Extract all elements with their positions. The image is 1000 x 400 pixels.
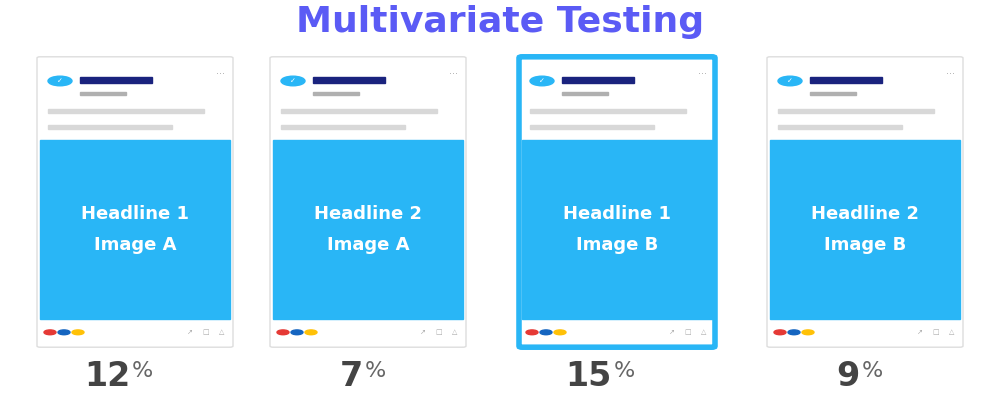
Text: Headline 1: Headline 1 xyxy=(563,205,671,223)
Bar xyxy=(48,125,172,128)
Bar xyxy=(530,125,654,128)
Circle shape xyxy=(291,330,303,335)
Text: Multivariate Testing: Multivariate Testing xyxy=(296,5,704,39)
Bar xyxy=(530,109,686,113)
Bar xyxy=(778,109,934,113)
Text: □: □ xyxy=(685,329,691,335)
Bar xyxy=(810,92,856,95)
Text: △: △ xyxy=(219,329,225,335)
Bar xyxy=(48,109,204,113)
Text: ···: ··· xyxy=(698,70,707,80)
Bar xyxy=(80,78,152,83)
Circle shape xyxy=(802,330,814,335)
Bar xyxy=(778,125,902,128)
Text: 9: 9 xyxy=(837,360,860,392)
Circle shape xyxy=(774,330,786,335)
Circle shape xyxy=(58,330,70,335)
Bar xyxy=(80,92,126,95)
FancyBboxPatch shape xyxy=(519,57,715,347)
Text: 15: 15 xyxy=(566,360,612,392)
FancyBboxPatch shape xyxy=(37,57,233,347)
Bar xyxy=(281,109,437,113)
Text: %: % xyxy=(132,361,153,381)
Text: 12: 12 xyxy=(84,360,130,392)
Text: ↗: ↗ xyxy=(669,329,675,335)
Text: ···: ··· xyxy=(216,70,225,80)
Text: Image B: Image B xyxy=(576,236,658,254)
FancyBboxPatch shape xyxy=(270,57,466,347)
Circle shape xyxy=(788,330,800,335)
Text: □: □ xyxy=(933,329,939,335)
Text: Headline 2: Headline 2 xyxy=(314,205,422,223)
Text: Headline 1: Headline 1 xyxy=(81,205,189,223)
Text: %: % xyxy=(614,361,635,381)
Text: ✓: ✓ xyxy=(57,78,63,84)
Text: ···: ··· xyxy=(449,70,458,80)
Text: Headline 2: Headline 2 xyxy=(811,205,919,223)
Bar xyxy=(313,92,359,95)
Bar xyxy=(770,140,960,319)
Text: ↗: ↗ xyxy=(187,329,193,335)
Circle shape xyxy=(277,330,289,335)
Text: △: △ xyxy=(701,329,707,335)
Text: ↗: ↗ xyxy=(917,329,923,335)
Circle shape xyxy=(554,330,566,335)
Circle shape xyxy=(778,76,802,86)
Circle shape xyxy=(540,330,552,335)
Text: Image B: Image B xyxy=(824,236,906,254)
Bar xyxy=(810,78,882,83)
Text: %: % xyxy=(862,361,883,381)
Text: %: % xyxy=(365,361,386,381)
Text: ✓: ✓ xyxy=(787,78,793,84)
Text: ✓: ✓ xyxy=(539,78,545,84)
Text: Image A: Image A xyxy=(94,236,176,254)
Text: ✓: ✓ xyxy=(290,78,296,84)
Bar xyxy=(281,125,404,128)
Circle shape xyxy=(48,76,72,86)
Text: △: △ xyxy=(452,329,458,335)
Text: ↗: ↗ xyxy=(420,329,426,335)
Bar xyxy=(40,140,230,319)
Circle shape xyxy=(526,330,538,335)
Circle shape xyxy=(530,76,554,86)
Bar xyxy=(313,78,385,83)
Text: Image A: Image A xyxy=(327,236,409,254)
Text: 7: 7 xyxy=(340,360,363,392)
Bar xyxy=(273,140,463,319)
Bar xyxy=(562,92,608,95)
Circle shape xyxy=(72,330,84,335)
Text: □: □ xyxy=(436,329,442,335)
Circle shape xyxy=(305,330,317,335)
Circle shape xyxy=(44,330,56,335)
Circle shape xyxy=(281,76,305,86)
Bar xyxy=(522,140,712,319)
Text: △: △ xyxy=(949,329,955,335)
Text: ···: ··· xyxy=(946,70,955,80)
FancyBboxPatch shape xyxy=(767,57,963,347)
Bar xyxy=(562,78,634,83)
Text: □: □ xyxy=(203,329,209,335)
